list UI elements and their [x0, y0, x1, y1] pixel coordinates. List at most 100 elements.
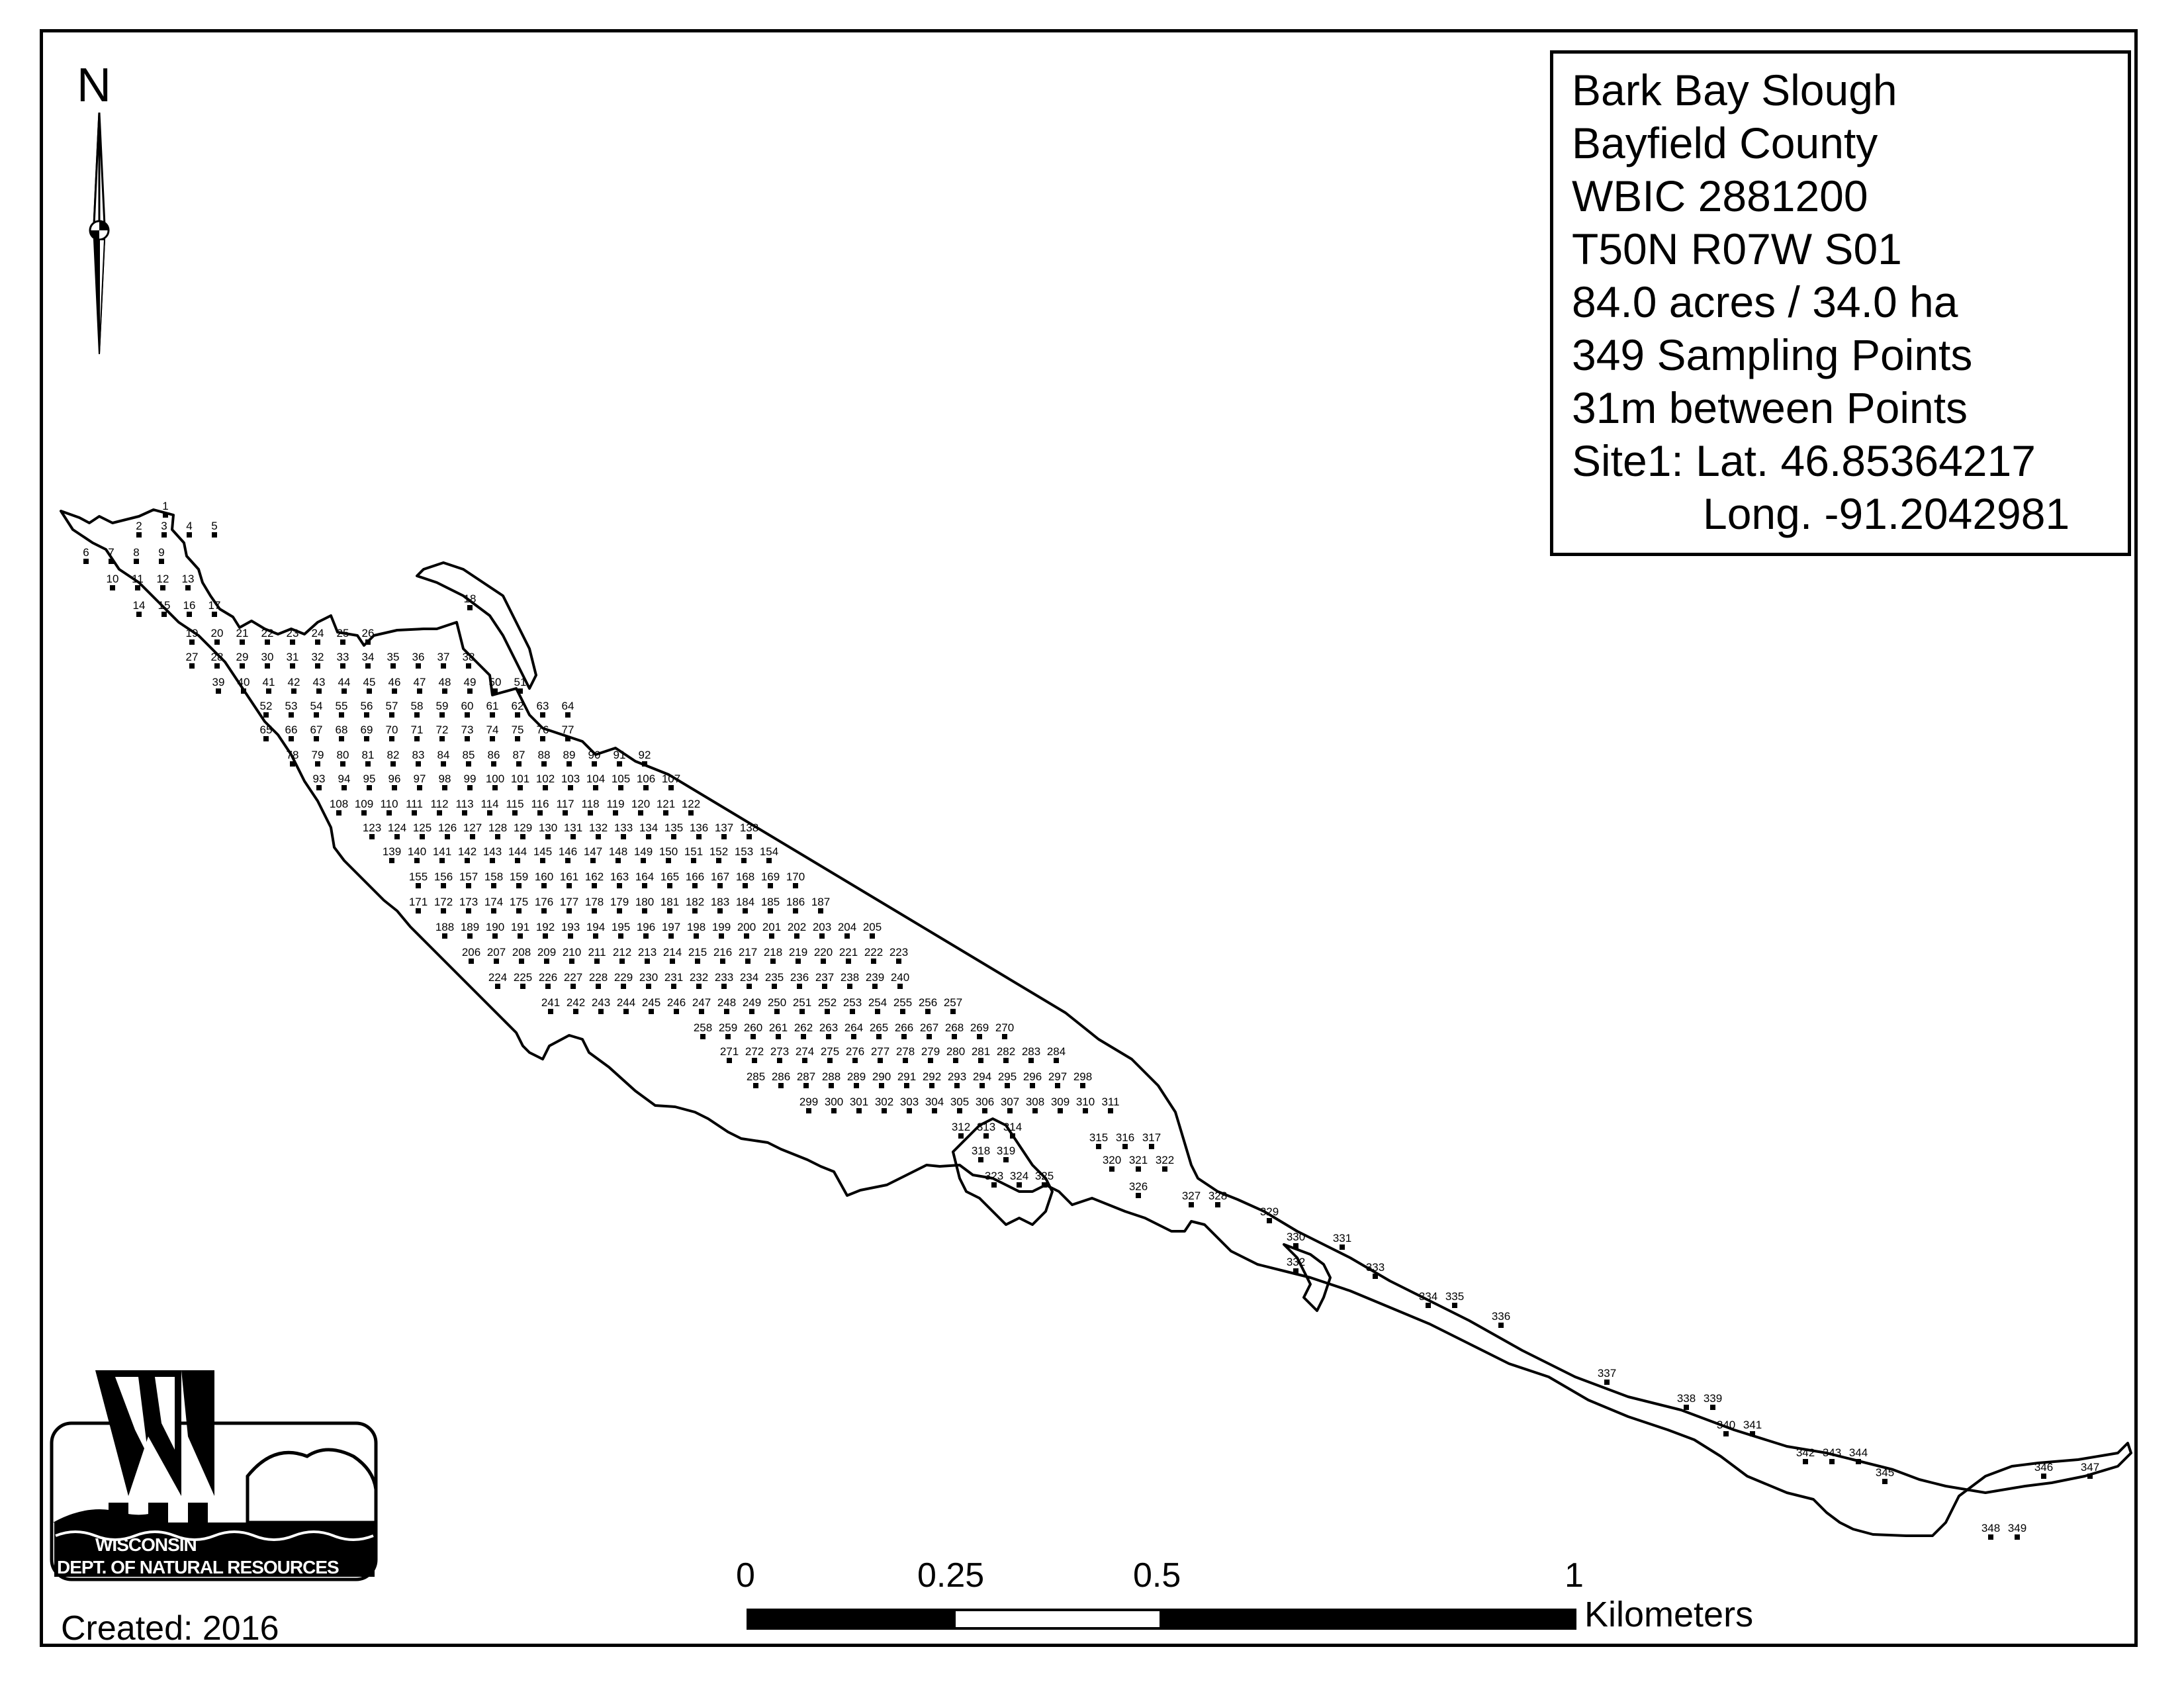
info-lake-name: Bark Bay Slough	[1572, 66, 1897, 115]
sampling-point-marker	[214, 639, 220, 645]
info-latitude: Site1: Lat. 46.85364217	[1572, 436, 2036, 485]
sampling-point-marker	[541, 883, 547, 888]
sampling-point-label: 227	[564, 971, 582, 984]
sampling-point-marker	[1054, 1058, 1059, 1063]
sampling-point-label: 165	[660, 870, 679, 883]
sampling-point-label: 2	[136, 520, 142, 532]
sampling-point-label: 184	[736, 896, 754, 908]
sampling-point-label: 172	[434, 896, 453, 908]
sampling-point-marker	[1108, 1108, 1113, 1113]
sampling-point-label: 199	[712, 921, 731, 933]
sampling-point-marker	[515, 858, 520, 863]
sampling-point-marker	[829, 1083, 834, 1088]
sampling-point-marker	[520, 984, 525, 989]
sampling-point-marker	[822, 984, 827, 989]
sampling-point-label: 220	[814, 946, 833, 959]
sampling-point-marker	[416, 761, 421, 767]
sampling-point-marker	[467, 785, 473, 790]
sampling-point-marker	[265, 663, 270, 669]
sampling-point-label: 131	[564, 821, 582, 834]
sampling-point-label: 107	[662, 773, 680, 785]
sampling-point-label: 42	[288, 676, 300, 688]
sampling-point-label: 115	[506, 798, 523, 810]
sampling-point-marker	[136, 612, 142, 617]
sampling-point-label: 214	[663, 946, 682, 959]
sampling-point-marker	[541, 761, 547, 767]
sampling-point-label: 325	[1035, 1170, 1054, 1182]
sampling-point-marker	[721, 984, 727, 989]
sampling-point-label: 117	[556, 798, 574, 810]
sampling-point-label: 247	[692, 996, 711, 1009]
sampling-point-label: 128	[488, 821, 507, 834]
sampling-point-marker	[641, 858, 646, 863]
sampling-point-label: 348	[1981, 1522, 2000, 1534]
sampling-point-marker	[882, 1108, 887, 1113]
sampling-point-label: 44	[338, 676, 351, 688]
sampling-point-marker	[565, 712, 570, 718]
sampling-point-marker	[978, 1058, 983, 1063]
sampling-point-label: 303	[900, 1096, 919, 1108]
sampling-point-label: 183	[711, 896, 729, 908]
sampling-point-label: 178	[585, 896, 604, 908]
sampling-point-marker	[694, 933, 699, 939]
sampling-point-marker	[1340, 1244, 1345, 1250]
sampling-point-marker	[1684, 1405, 1689, 1410]
sampling-point-label: 318	[972, 1145, 990, 1157]
sampling-point-label: 123	[363, 821, 381, 834]
sampling-point-label: 202	[788, 921, 806, 933]
sampling-point-marker	[394, 834, 400, 839]
sampling-point-label: 65	[260, 724, 273, 736]
sampling-point-marker	[390, 663, 396, 669]
sampling-point-label: 291	[897, 1070, 916, 1083]
sampling-point-label: 166	[686, 870, 704, 883]
sampling-point-marker	[365, 663, 371, 669]
sampling-point-label: 35	[387, 651, 400, 663]
sampling-point-marker	[721, 834, 727, 839]
info-county: Bayfield County	[1572, 118, 1878, 167]
sampling-point-label: 71	[411, 724, 424, 736]
sampling-point-label: 209	[537, 946, 556, 959]
sampling-point-marker	[467, 933, 473, 939]
sampling-point-label: 103	[561, 773, 580, 785]
sampling-point-marker	[852, 1058, 858, 1063]
sampling-point-label: 246	[667, 996, 686, 1009]
sampling-point-label: 14	[133, 599, 146, 612]
lake-main-outline	[60, 508, 2132, 1537]
sampling-point-marker	[596, 834, 601, 839]
sampling-point-marker	[806, 1108, 811, 1113]
sampling-point-marker	[695, 959, 700, 964]
sampling-point-marker	[847, 984, 852, 989]
sampling-point-label: 219	[789, 946, 807, 959]
sampling-point-label: 223	[889, 946, 908, 959]
sampling-point-label: 72	[436, 724, 449, 736]
sampling-point-marker	[445, 834, 450, 839]
sampling-point-marker	[441, 761, 446, 767]
sampling-point-marker	[291, 688, 296, 694]
sampling-point-label: 177	[560, 896, 578, 908]
sampling-point-label: 329	[1260, 1205, 1279, 1218]
sampling-point-marker	[1136, 1193, 1141, 1198]
sampling-point-marker	[796, 959, 801, 964]
sampling-point-label: 191	[511, 921, 529, 933]
sampling-point-label: 46	[388, 676, 401, 688]
sampling-point-label: 118	[581, 798, 599, 810]
sampling-point-marker	[590, 858, 596, 863]
sampling-point-marker	[897, 984, 903, 989]
sampling-point-label: 30	[261, 651, 274, 663]
sampling-point-label: 75	[512, 724, 524, 736]
sampling-point-marker	[1426, 1303, 1431, 1308]
sampling-point-marker	[878, 1058, 883, 1063]
sampling-point-label: 218	[764, 946, 782, 959]
sampling-point-marker	[314, 712, 319, 718]
sampling-point-marker	[265, 639, 270, 645]
sampling-point-label: 9	[158, 546, 164, 559]
sampling-point-label: 181	[660, 896, 679, 908]
sampling-point-marker	[844, 933, 850, 939]
sampling-point-label: 56	[361, 700, 373, 712]
sampling-point-marker	[777, 1058, 782, 1063]
sampling-point-label: 264	[844, 1021, 863, 1034]
sampling-point-label: 258	[694, 1021, 712, 1034]
sampling-point-label: 198	[687, 921, 705, 933]
sampling-point-marker	[441, 663, 446, 669]
